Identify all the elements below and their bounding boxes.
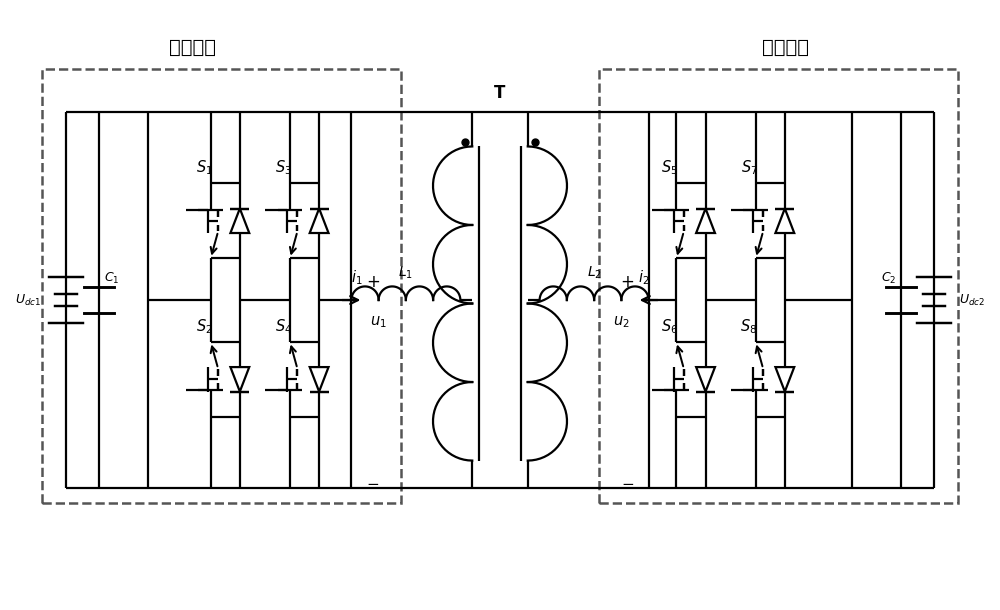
Text: $S_6$: $S_6$	[661, 317, 678, 336]
Text: $S_2$: $S_2$	[196, 317, 212, 336]
Bar	[42, 69, 401, 503]
Text: 低压部分: 低压部分	[169, 38, 216, 57]
Text: +: +	[366, 273, 380, 291]
Text: $S_3$: $S_3$	[275, 159, 292, 177]
Text: $S_4$: $S_4$	[275, 317, 292, 336]
Text: $S_5$: $S_5$	[661, 159, 678, 177]
Text: $L_2$: $L_2$	[587, 264, 602, 281]
Text: $S_1$: $S_1$	[196, 159, 212, 177]
Text: $U_{dc2}$: $U_{dc2}$	[959, 293, 985, 307]
Text: $U_{dc1}$: $U_{dc1}$	[15, 293, 41, 307]
Text: +: +	[620, 273, 634, 291]
Text: $S_8$: $S_8$	[740, 317, 758, 336]
Text: $i_1$: $i_1$	[351, 268, 362, 287]
Text: $-$: $-$	[621, 475, 634, 490]
Text: $L_1$: $L_1$	[398, 264, 413, 281]
Text: $C_2$: $C_2$	[881, 271, 896, 286]
Text: $S_7$: $S_7$	[741, 159, 758, 177]
Text: $C_1$: $C_1$	[104, 271, 119, 286]
Text: $-$: $-$	[366, 475, 379, 490]
Text: T: T	[494, 84, 506, 102]
Text: $i_2$: $i_2$	[638, 268, 649, 287]
Bar	[599, 69, 958, 503]
Text: $u_1$: $u_1$	[370, 314, 387, 329]
Text: 高压部分: 高压部分	[762, 38, 809, 57]
Text: $u_2$: $u_2$	[613, 314, 630, 329]
